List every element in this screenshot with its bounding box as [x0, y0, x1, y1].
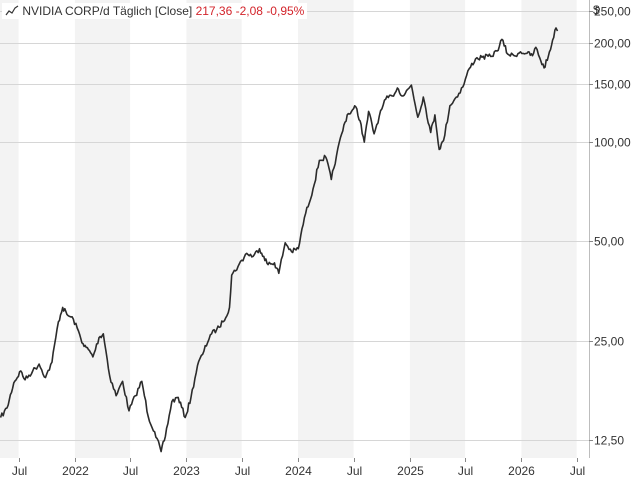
period-band: [465, 0, 522, 458]
legend-change: -2,08: [235, 4, 263, 18]
line-chart-icon: [5, 5, 19, 16]
y-tick-label: 25,00: [594, 335, 624, 349]
chart-legend: NVIDIA CORP/d Täglich [Close] 217,36 -2,…: [2, 3, 308, 19]
price-series-line: [0, 27, 559, 453]
x-tick-label: Jul: [347, 464, 362, 478]
period-band: [186, 0, 242, 458]
series-layer: [0, 27, 559, 453]
period-band: [576, 0, 589, 458]
period-band: [18, 0, 75, 458]
y-tick-label: 150,00: [594, 78, 631, 92]
y-axis-unit: $: [593, 3, 600, 17]
x-tick-label: Jul: [235, 464, 250, 478]
period-band: [353, 0, 410, 458]
y-tick-label: 50,00: [594, 235, 624, 249]
y-tick-label: 200,00: [594, 37, 631, 51]
x-tick-label: Jul: [12, 464, 27, 478]
legend-instrument: NVIDIA CORP/d: [22, 4, 110, 18]
y-axis-panel: [589, 0, 640, 480]
y-tick-label: 250,00: [594, 5, 631, 19]
y-tick-label: 100,00: [594, 136, 631, 150]
y-axis: 12,50 25,00 50,00 100,00 150,00 200,00 250,00: [589, 5, 631, 448]
legend-change-percent: -0,95%: [266, 4, 305, 18]
period-band: [130, 0, 187, 458]
period-band: [298, 0, 354, 458]
period-bands: [0, 0, 589, 458]
legend-last-price: 217,36: [195, 4, 233, 18]
period-band: [409, 0, 466, 458]
legend-interval: Täglich: [112, 4, 152, 18]
x-tick-label: Jul: [570, 464, 585, 478]
x-tick-label: 2026: [508, 464, 535, 478]
y-tick-label: 12,50: [594, 434, 624, 448]
period-band: [521, 0, 577, 458]
x-axis: Jul 2022 Jul 2023 Jul 2024 Jul 2025 Jul 2026 Jul: [12, 458, 585, 478]
legend-mode: [Close]: [154, 4, 193, 18]
x-tick-label: 2025: [397, 464, 424, 478]
x-tick-label: Jul: [123, 464, 138, 478]
period-band: [241, 0, 299, 458]
x-tick-label: 2024: [285, 464, 312, 478]
x-tick-label: Jul: [458, 464, 473, 478]
x-tick-label: 2023: [173, 464, 200, 478]
period-band: [0, 0, 19, 458]
period-band: [74, 0, 131, 458]
x-tick-label: 2022: [62, 464, 89, 478]
